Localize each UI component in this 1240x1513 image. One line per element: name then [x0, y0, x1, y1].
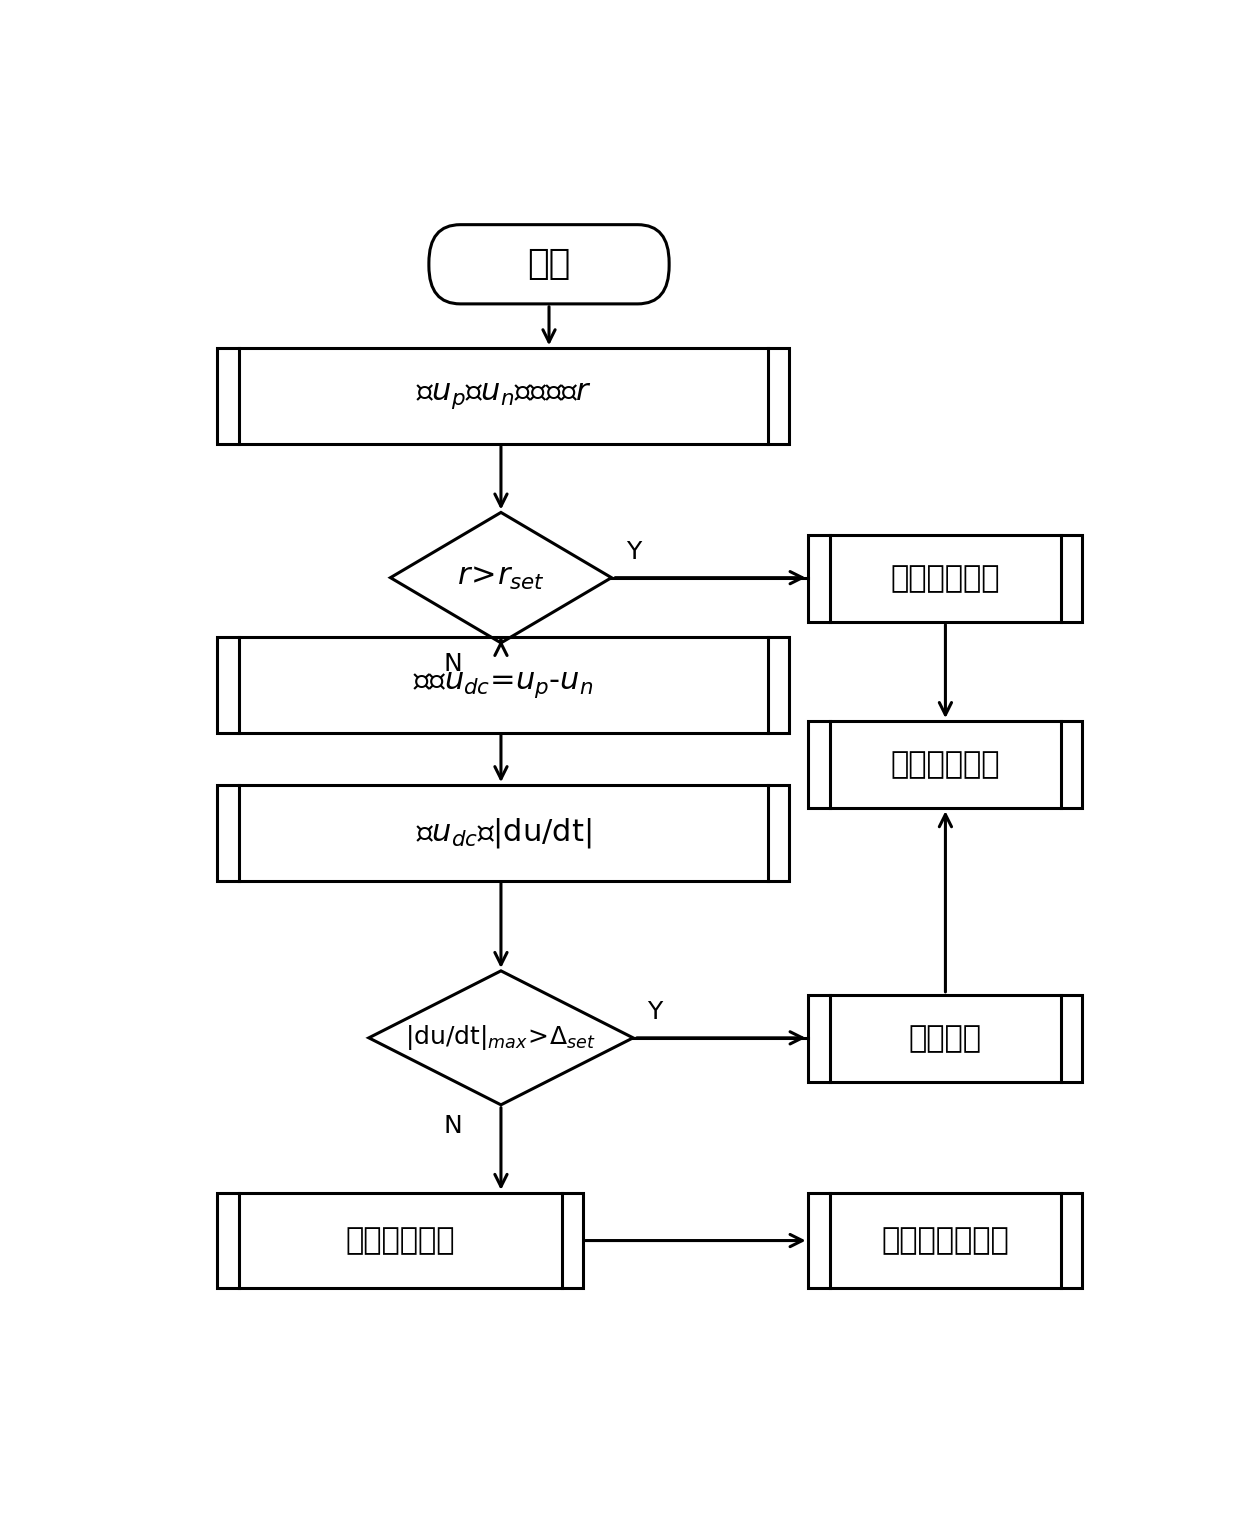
Text: 双极短路: 双极短路	[909, 1024, 982, 1053]
Bar	[808, 534, 1083, 622]
Bar	[217, 348, 789, 443]
Bar	[217, 1192, 583, 1289]
Text: N: N	[444, 652, 463, 676]
Text: 计算$u_{dc}$=$u_p$-$u_n$: 计算$u_{dc}$=$u_p$-$u_n$	[413, 670, 594, 701]
Text: 求$u_p$与$u_n$相关系数$r$: 求$u_p$与$u_n$相关系数$r$	[415, 381, 591, 412]
Text: Y: Y	[626, 540, 641, 564]
Text: 启动: 启动	[527, 247, 570, 281]
Text: 线路保护不动作: 线路保护不动作	[882, 1226, 1009, 1256]
Text: 单相接地故障: 单相接地故障	[890, 564, 1001, 593]
Bar	[217, 785, 789, 881]
Text: Y: Y	[647, 1000, 662, 1024]
Text: 线路保护动作: 线路保护动作	[890, 750, 1001, 779]
Text: 线路外部故障: 线路外部故障	[345, 1226, 455, 1256]
Bar	[808, 994, 1083, 1082]
Bar	[808, 722, 1083, 808]
Text: $r\!>\!r_{set}$: $r\!>\!r_{set}$	[458, 563, 544, 592]
Text: $|\mathrm{du/dt}|_{max}\!>\!\Delta_{set}$: $|\mathrm{du/dt}|_{max}\!>\!\Delta_{set}…	[405, 1023, 596, 1053]
Bar	[808, 1192, 1083, 1289]
Text: N: N	[444, 1114, 463, 1138]
Bar	[217, 637, 789, 732]
Text: 求$u_{dc}$的$|$du/dt$|$: 求$u_{dc}$的$|$du/dt$|$	[415, 816, 591, 850]
